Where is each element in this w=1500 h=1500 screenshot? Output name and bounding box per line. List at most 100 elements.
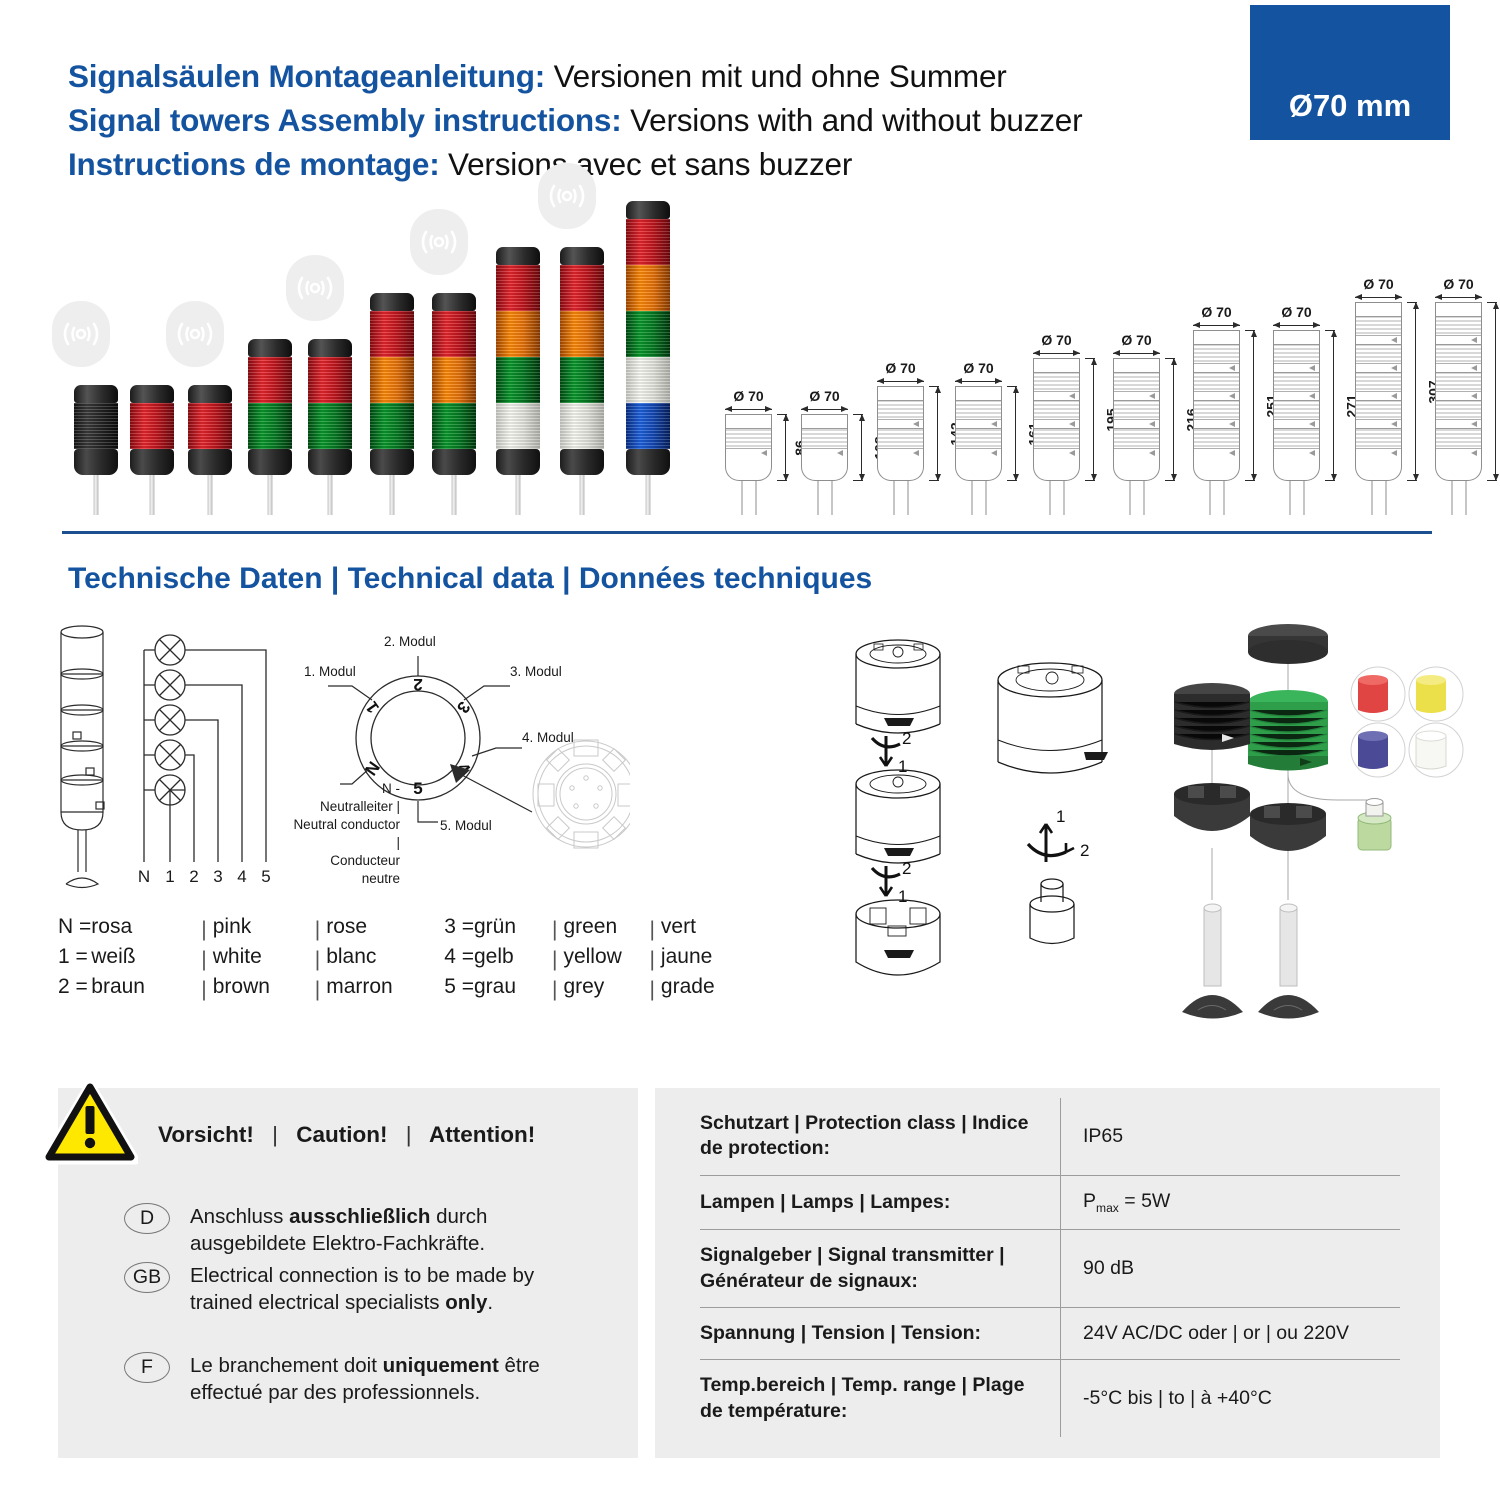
tower-cable <box>327 455 333 515</box>
dim-module-band <box>1436 363 1481 372</box>
dim-module <box>1114 401 1159 429</box>
dim-module-tick <box>1308 450 1315 456</box>
caution-title-de: Vorsicht! <box>158 1122 254 1147</box>
dim-module <box>1034 401 1079 429</box>
legend-cell: green <box>563 915 618 938</box>
dim-module-stack <box>1435 302 1482 457</box>
sound-waves-icon <box>52 301 110 367</box>
exploded-top-cap <box>1248 624 1328 664</box>
dim-module-band <box>1436 448 1481 457</box>
signal-tower-2 <box>130 365 174 515</box>
ring-label-module-5: 5. Modul <box>440 818 492 833</box>
tower-segment-red <box>188 403 232 449</box>
wiring-terminal-5: 5 <box>261 867 270 886</box>
header-line-en-rest: Versions with and without buzzer <box>621 102 1083 138</box>
dim-module-band <box>1034 419 1079 428</box>
dimension-drawing-strip: Ø 70 86 Ø 70 108 Ø 70 142 Ø 70 161 Ø 70 195 Ø 70 21… <box>715 225 1499 515</box>
dim-module-tick <box>1390 393 1397 399</box>
caution-text-gb-before: Electrical connection is to be made by t… <box>190 1264 535 1315</box>
dim-width-label: Ø 70 <box>1361 276 1396 292</box>
dim-stack-top <box>956 387 1001 401</box>
spec-value: -5°C bis | to | à +40°C <box>1060 1359 1400 1438</box>
exploded-bulb <box>1357 798 1392 851</box>
dim-module <box>1034 373 1079 401</box>
dim-module <box>1274 429 1319 457</box>
dim-height-annotation: 251 <box>1245 330 1281 481</box>
dim-height-annotation: 307 <box>1407 302 1443 481</box>
dim-module-band <box>1274 363 1319 372</box>
legend-cell: yellow <box>563 945 622 968</box>
dim-module <box>1194 429 1239 457</box>
dim-module-band <box>1194 448 1239 457</box>
tower-segment-green <box>248 403 292 449</box>
dim-module-band <box>1274 448 1319 457</box>
spec-value: Pmax = 5W <box>1060 1174 1400 1230</box>
dim-module-band <box>956 419 1001 428</box>
signal-tower-4 <box>248 319 292 515</box>
dimension-figure-161: Ø 70 161 <box>955 352 1043 515</box>
dim-module-band <box>1034 448 1079 457</box>
dim-stack-top <box>1356 303 1401 317</box>
dimension-figure-271: Ø 70 271 <box>1273 296 1361 515</box>
dim-height-annotation: 86 <box>777 414 809 481</box>
dim-module <box>1436 401 1481 429</box>
dim-module-tick <box>1390 450 1397 456</box>
wiring-terminal-1: 1 <box>165 867 174 886</box>
dim-width-annotation: Ø 70 <box>955 360 1002 384</box>
tower-segment-orange <box>626 265 670 311</box>
section-divider <box>62 531 1432 534</box>
exploded-tube-right <box>1258 903 1319 1019</box>
neutral-conductor-note: N - Neutralleiter | Neutral conductor | … <box>292 780 400 888</box>
tower-cable <box>515 455 521 515</box>
signal-tower-3 <box>166 301 232 515</box>
tower-body <box>188 385 232 475</box>
spec-row: Spannung | Tension | Tension: 24V AC/DC o… <box>700 1306 1400 1360</box>
asm-step-1a: 1 <box>898 757 907 776</box>
dim-module-band <box>1194 391 1239 400</box>
spec-key: Spannung | Tension | Tension: <box>700 1306 1061 1360</box>
dim-foot <box>1193 455 1240 481</box>
tower-base <box>496 449 540 475</box>
dim-module-tick <box>1068 393 1075 399</box>
tower-cable <box>389 455 395 515</box>
legend-cell: braun <box>91 975 145 998</box>
dim-module <box>1436 429 1481 457</box>
tower-body <box>560 247 604 475</box>
dim-width-annotation: Ø 70 <box>1355 276 1402 300</box>
dim-module <box>878 401 923 429</box>
signal-tower-1 <box>52 301 118 515</box>
dim-stack-top <box>1034 359 1079 373</box>
dim-width-label: Ø 70 <box>731 388 766 404</box>
ring-label-module-3: 3. Modul <box>510 664 562 679</box>
tower-segment-black <box>74 403 118 449</box>
header-line-fr: Instructions de montage: Versions avec e… <box>68 146 852 183</box>
tower-body <box>74 385 118 475</box>
dim-height-annotation: 161 <box>1007 386 1043 481</box>
tower-segment-green <box>496 357 540 403</box>
dim-module-tick <box>1470 365 1477 371</box>
dim-module-stack <box>1355 302 1402 457</box>
header-line-fr-rest: Versions avec et sans buzzer <box>439 146 853 182</box>
tower-segment-orange <box>432 357 476 403</box>
dim-module <box>878 429 923 457</box>
caution-title: Vorsicht! | Caution! | Attention! <box>158 1122 535 1148</box>
dim-module <box>1436 373 1481 401</box>
header-line-de: Signalsäulen Montageanleitung: Versionen… <box>68 58 1007 95</box>
dim-height-annotation: 142 <box>929 386 965 481</box>
svg-text:3: 3 <box>453 698 474 717</box>
dim-module-tick <box>1390 337 1397 343</box>
dim-module-tick <box>912 421 919 427</box>
legend-cell: grau <box>473 975 517 998</box>
dim-width-label: Ø 70 <box>1279 304 1314 320</box>
dim-foot <box>1273 455 1320 481</box>
legend-cell: brown <box>212 975 270 998</box>
header-line-de-bold: Signalsäulen Montageanleitung: <box>68 58 546 94</box>
dim-module <box>1436 317 1481 345</box>
dim-module <box>1194 401 1239 429</box>
asm-step-1b: 1 <box>898 887 907 906</box>
dim-cable <box>1049 481 1064 515</box>
neutral-note-line-4: Conducteur neutre <box>330 852 400 886</box>
tower-segment-green <box>626 311 670 357</box>
dim-module-band <box>878 419 923 428</box>
dim-module <box>1356 345 1401 373</box>
